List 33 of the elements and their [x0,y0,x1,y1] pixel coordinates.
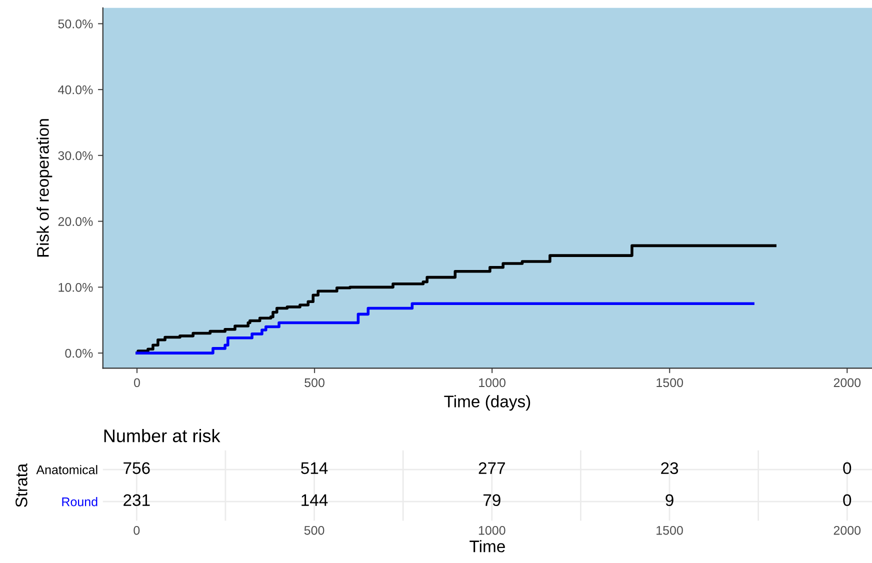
data-label: 231 [124,494,150,506]
x-tick-label: 1000 [478,526,506,535]
data-label: 756 [124,462,150,474]
data-label: 144 [302,494,328,506]
x-tick-label: 1000 [479,378,506,388]
x-tick-label: 2000 [834,378,861,388]
y-tick-label: 50.0% [58,19,93,28]
y-axis-title: Strata [16,463,28,508]
y-tick-label: Anatomical [36,465,98,474]
data-label: 514 [301,462,328,474]
y-tick-label: 40.0% [58,85,93,94]
y-axis-title: Risk of reoperation [36,119,52,257]
chart-title: Number at risk [104,428,220,442]
data-label: 9 [666,494,674,506]
x-tick-label: 0 [134,526,140,535]
y-tick-label: 30.0% [58,151,93,160]
x-tick-label: 500 [304,526,324,535]
x-tick-label: 500 [304,378,324,388]
x-axis-title: Time (days) [444,395,530,411]
x-tick-label: 1500 [656,526,683,535]
y-tick-label: 10.0% [58,282,93,292]
x-axis-title: Time [470,540,505,552]
data-label: 79 [483,494,500,506]
x-tick-label: 2000 [834,526,861,535]
data-label: 23 [661,462,678,474]
data-label: 0 [843,462,852,474]
y-tick-label: 20.0% [58,217,93,226]
y-tick-label: Round [62,497,98,506]
y-tick-label: 0.0% [65,348,93,358]
x-tick-label: 1500 [656,378,684,388]
x-tick-label: 0 [134,378,140,388]
data-label: 0 [843,494,852,506]
data-label: 277 [478,462,505,474]
